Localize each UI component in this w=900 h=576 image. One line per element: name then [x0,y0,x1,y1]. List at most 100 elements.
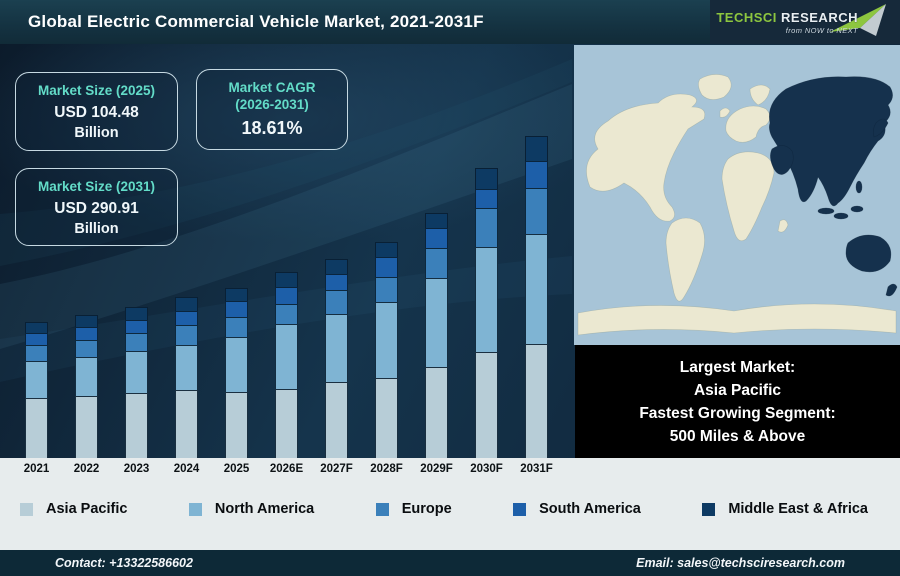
bar-segment-asia-pacific [175,390,198,458]
market-cagr-sublabel: (2026-2031) [235,97,309,112]
bar-segment-south-america [225,301,248,317]
market-size-2031-box: Market Size (2031) USD 290.91 Billion [15,168,178,246]
bar-segment-middle-east-africa [375,242,398,257]
x-axis-label-2022: 2022 [73,463,100,475]
legend-item-europe: Europe [375,501,452,517]
island-madagascar [777,219,789,233]
title-bar: Global Electric Commercial Vehicle Marke… [0,0,900,44]
legend-label-europe: Europe [401,501,452,517]
highlight-box: Largest Market: Asia Pacific Fastest Gro… [575,345,900,458]
market-size-2031-unit: Billion [74,221,119,237]
market-size-2025-unit: Billion [74,125,119,141]
bar-segment-south-america [525,161,548,188]
bar-2021 [25,322,48,458]
region-arabia-highlighted [770,145,794,175]
bar-segment-north-america [75,357,98,396]
x-axis-label-2025: 2025 [223,463,250,475]
bar-segment-north-america [525,234,548,344]
contact-text: Contact: +13322586602 [55,556,193,570]
bar-segment-north-america [225,337,248,392]
bar-segment-middle-east-africa [175,297,198,311]
region-australia-highlighted [845,234,892,273]
logo-brand: TechSci Research [716,10,858,25]
bar-2026E [275,272,298,458]
x-axis-label-2026E: 2026E [269,463,304,475]
world-map [574,45,900,345]
bar-segment-middle-east-africa [425,213,448,228]
bar-segment-asia-pacific [225,392,248,458]
bar-segment-asia-pacific [375,378,398,458]
bar-2025 [225,288,248,458]
market-size-2031-label: Market Size (2031) [37,179,156,194]
bar-segment-middle-east-africa [75,315,98,327]
bar-segment-north-america [325,314,348,382]
legend: Asia Pacific North America Europe South Ame… [0,501,900,517]
region-asia-highlighted [769,76,893,207]
fastest-segment-label: Fastest Growing Segment: [639,404,836,422]
bar-segment-europe [225,317,248,337]
bar-segment-south-america [475,189,498,208]
bar-2028F [375,242,398,458]
market-cagr-box: Market CAGR (2026-2031) 18.61% [196,69,348,150]
footer-bar: Contact: +13322586602 Email: sales@techs… [0,550,900,576]
bar-segment-north-america [25,361,48,398]
continent-south-america [665,217,705,302]
legend-swatch-asia-pacific [20,502,33,516]
legend-label-north-america: North America [214,501,315,517]
legend-item-asia-pacific: Asia Pacific [20,501,127,517]
x-axis-label-2031F: 2031F [520,463,553,475]
bar-segment-europe [525,188,548,234]
bar-segment-middle-east-africa [525,136,548,161]
bar-segment-middle-east-africa [225,288,248,301]
bar-segment-europe [175,325,198,345]
logo-text: TechSci Research from NOW to NEXT [716,10,858,35]
techsci-logo: TechSci Research from NOW to NEXT [710,0,900,44]
island-philippines [855,180,863,194]
bottom-band: 2021 2022 2023 2024 2025 2026E 2027F 2028F 2029F… [0,458,900,550]
bar-segment-north-america [475,247,498,352]
bar-segment-south-america [125,320,148,333]
legend-label-middle-east-africa: Middle East & Africa [728,501,868,517]
island-indonesia-2 [833,212,849,220]
bar-segment-asia-pacific [75,396,98,458]
bar-2030F [475,168,498,458]
bar-segment-middle-east-africa [475,168,498,189]
bar-segment-north-america [175,345,198,390]
bar-2027F [325,259,348,458]
region-japan-highlighted [873,118,889,138]
bar-segment-south-america [75,327,98,340]
legend-label-south-america: South America [539,501,641,517]
bar-2022 [75,315,98,458]
bar-segment-middle-east-africa [25,322,48,333]
bar-segment-north-america [275,324,298,389]
continent-north-america [586,93,706,222]
x-axis-label-2029F: 2029F [420,463,453,475]
legend-swatch-south-america [513,502,527,516]
logo-brand-secondary: Research [781,9,858,25]
logo-tagline: from NOW to NEXT [785,25,858,35]
bar-2023 [125,307,148,458]
bar-segment-europe [25,345,48,361]
bar-segment-europe [275,304,298,324]
bar-segment-north-america [125,351,148,393]
continent-antarctica [577,303,897,336]
bar-segment-europe [425,248,448,278]
bar-segment-south-america [275,287,298,304]
bar-segment-south-america [25,333,48,345]
market-cagr-label: Market CAGR [228,80,316,95]
largest-market-value: Asia Pacific [693,381,782,399]
continent-africa [721,151,775,242]
bar-segment-asia-pacific [275,389,298,458]
bar-segment-europe [325,290,348,314]
island-indonesia-1 [817,207,835,215]
x-axis-label-2027F: 2027F [320,463,353,475]
bar-2031F [525,136,548,458]
market-size-2025-box: Market Size (2025) USD 104.48 Billion [15,72,178,151]
legend-label-asia-pacific: Asia Pacific [46,501,128,517]
bar-segment-europe [475,208,498,247]
page-title: Global Electric Commercial Vehicle Marke… [28,12,484,31]
largest-market-label: Largest Market: [679,358,796,376]
market-size-2031-value: USD 290.91 [54,200,139,217]
bar-segment-europe [125,333,148,351]
market-size-2025-value: USD 104.48 [54,104,139,121]
